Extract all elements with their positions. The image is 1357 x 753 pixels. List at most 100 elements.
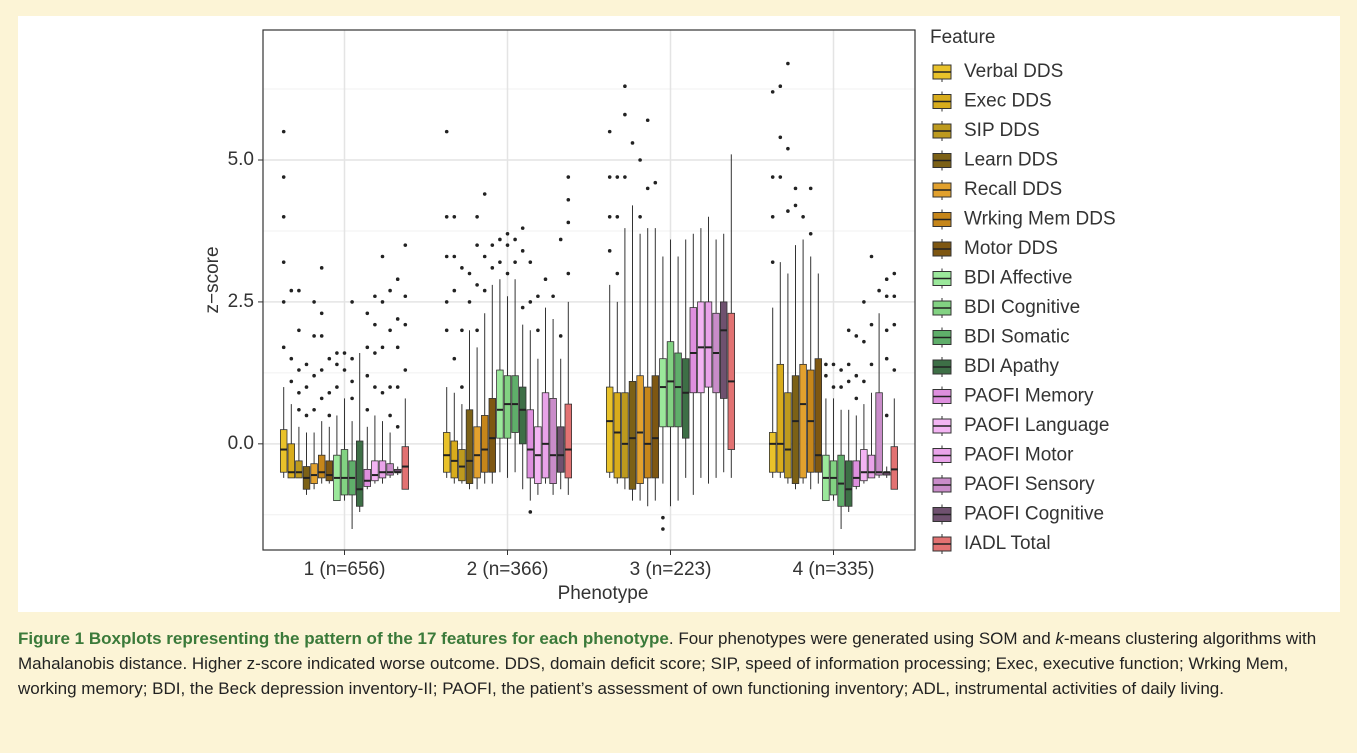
outlier (281, 175, 286, 179)
outlier (653, 180, 658, 185)
outlier (566, 175, 571, 179)
outlier (623, 175, 627, 179)
box (852, 460, 860, 487)
outlier (444, 300, 449, 304)
outlier (444, 254, 449, 259)
x-axis-title: Phenotype (558, 583, 649, 604)
outlier (520, 305, 525, 310)
legend-label: Motor DDS (964, 238, 1058, 259)
outlier (839, 368, 843, 372)
legend-title: Feature (930, 27, 995, 48)
outlier (281, 300, 286, 304)
outlier (869, 254, 874, 259)
outlier (607, 175, 612, 179)
x-tick-label: 3 (n=223) (630, 559, 712, 580)
outlier (846, 379, 851, 384)
caption: Figure 1 Boxplots representing the patte… (18, 629, 1317, 698)
y-axis-title: z−score (202, 246, 223, 313)
outlier (482, 192, 487, 196)
legend-label: BDI Apathy (964, 356, 1060, 377)
outlier (297, 328, 301, 333)
box (689, 307, 697, 394)
legend-label: PAOFI Language (964, 415, 1109, 436)
outlier (365, 311, 370, 316)
outlier (395, 385, 400, 389)
outlier (615, 175, 620, 179)
outlier (892, 294, 897, 299)
outlier (513, 237, 517, 242)
box (325, 460, 333, 482)
caption-text: Four phenotypes were generated using SOM… (678, 629, 1056, 648)
legend-label: Wrking Mem DDS (964, 209, 1116, 230)
outlier (289, 356, 294, 361)
box (503, 375, 512, 439)
box (890, 446, 898, 490)
box (564, 403, 572, 479)
outlier (558, 237, 563, 242)
outlier (388, 413, 392, 418)
outlier (297, 288, 301, 293)
box (279, 429, 288, 473)
box (480, 415, 489, 473)
outlier (365, 373, 370, 378)
outlier (475, 283, 479, 287)
outlier (335, 385, 339, 389)
box (473, 426, 481, 479)
outlier (373, 351, 377, 355)
outlier (281, 260, 286, 264)
box (340, 449, 349, 496)
outlier (342, 351, 347, 355)
box (317, 454, 326, 479)
box (837, 454, 845, 507)
outlier (770, 260, 775, 264)
panel-border (262, 29, 916, 551)
outlier (395, 425, 400, 429)
outlier (403, 294, 408, 299)
box (442, 432, 451, 473)
outlier (786, 61, 790, 66)
outlier (566, 220, 571, 225)
outlier (373, 385, 377, 389)
legend-label: Exec DDS (964, 91, 1052, 112)
outlier (312, 334, 316, 338)
box (860, 449, 868, 482)
box (636, 375, 644, 484)
outlier (380, 345, 385, 350)
outlier (395, 317, 400, 321)
box (659, 358, 667, 428)
outlier (460, 266, 464, 270)
legend-label: BDI Cognitive (964, 297, 1080, 318)
outlier (770, 175, 775, 179)
outlier (615, 214, 620, 219)
outlier (380, 254, 385, 259)
outlier (505, 231, 510, 236)
outlier (289, 288, 294, 293)
outlier (778, 84, 783, 89)
outlier (846, 362, 851, 367)
box (378, 460, 387, 479)
outlier (335, 351, 339, 355)
caption-italic: k (1055, 629, 1064, 648)
outlier (862, 300, 866, 304)
y-tick-label: 5.0 (228, 149, 254, 170)
outlier (528, 300, 533, 304)
outlier (543, 277, 548, 282)
box (541, 392, 550, 479)
outlier (778, 135, 783, 140)
box (401, 446, 409, 490)
legend-label: Verbal DDS (964, 61, 1063, 82)
outlier (460, 328, 464, 333)
outlier (319, 396, 324, 401)
caption-text: -means clustering algorithms with Mahala… (18, 629, 1317, 698)
box (371, 460, 379, 482)
legend-label: PAOFI Sensory (964, 474, 1095, 495)
outlier (551, 294, 555, 299)
outlier (824, 362, 828, 367)
box (674, 352, 682, 428)
outlier (566, 271, 571, 276)
outlier (444, 129, 449, 134)
box (526, 409, 534, 479)
box (666, 341, 675, 428)
outlier (877, 288, 881, 293)
outlier (623, 84, 627, 89)
